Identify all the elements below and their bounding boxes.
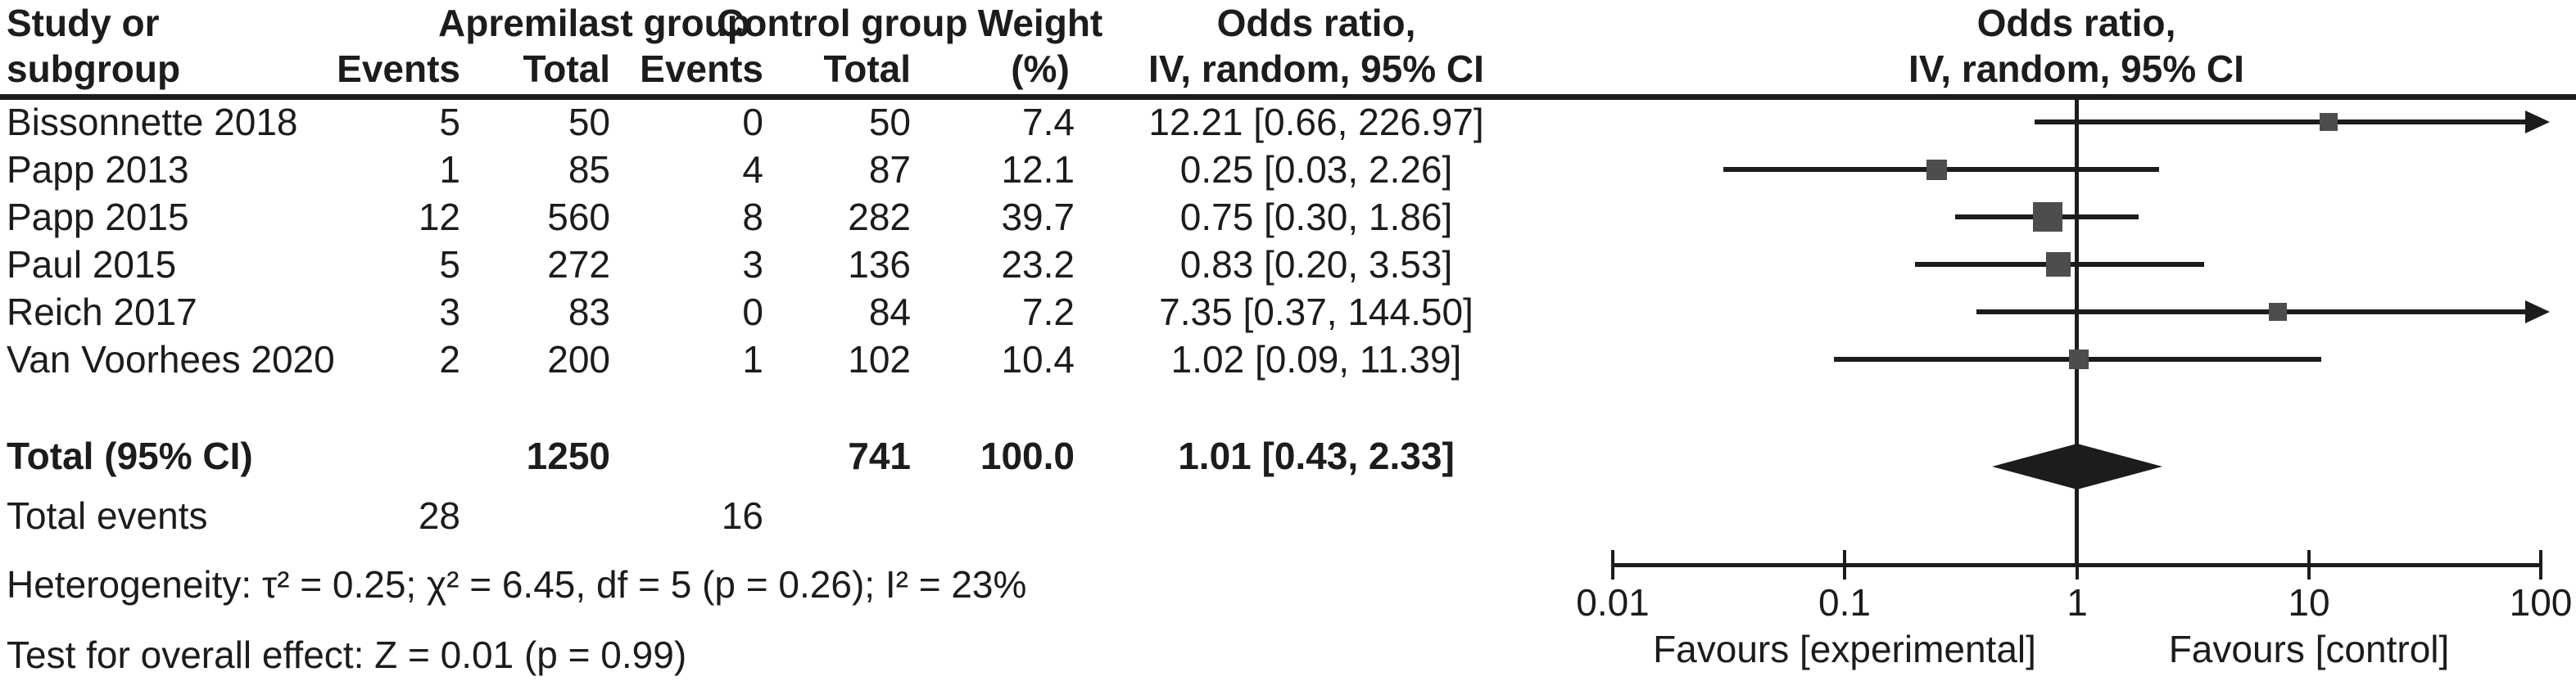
total-row-weight: 100.0 xyxy=(980,435,1075,477)
study-name: Reich 2017 xyxy=(7,291,197,333)
header-study-line1: Study or xyxy=(7,2,160,44)
apremilast-total-value: 85 xyxy=(568,148,610,191)
header-control-events: Events xyxy=(640,47,763,90)
control-total-value: 87 xyxy=(868,148,911,191)
effect-size-square-marker xyxy=(2069,350,2089,369)
study-name: Bissonnette 2018 xyxy=(7,101,298,143)
header-or-column-line1: Odds ratio, xyxy=(1216,2,1416,44)
overall-effect-stats: Test for overall effect: Z = 0.01 (p = 0… xyxy=(7,634,687,676)
header-control-group: Control group xyxy=(717,2,968,44)
weight-value: 39.7 xyxy=(1001,196,1075,238)
apremilast-total-value: 560 xyxy=(547,196,610,238)
weight-value: 23.2 xyxy=(1001,243,1075,286)
control-total-value: 102 xyxy=(848,338,911,381)
apremilast-total-value: 83 xyxy=(568,291,610,333)
total-row-or-ci: 1.01 [0.43, 2.33] xyxy=(1178,435,1455,477)
control-events-value: 3 xyxy=(742,243,763,286)
header-control-total: Total xyxy=(823,47,911,90)
header-study-line2: subgroup xyxy=(7,47,181,90)
or-ci-text: 1.02 [0.09, 11.39] xyxy=(1170,338,1462,381)
control-events-value: 8 xyxy=(742,196,763,238)
or-ci-text: 12.21 [0.66, 226.97] xyxy=(1148,101,1484,143)
x-axis-tick-label: 1 xyxy=(2067,581,2088,624)
x-axis-tick-label: 10 xyxy=(2288,581,2330,624)
x-axis-tick xyxy=(2539,550,2542,580)
x-axis-label-left: Favours [experimental] xyxy=(1653,628,2036,670)
header-apremilast-events: Events xyxy=(337,47,460,90)
effect-size-square-marker xyxy=(2320,113,2338,131)
apremilast-total-value: 200 xyxy=(547,338,610,381)
heterogeneity-stats: Heterogeneity: τ² = 0.25; χ² = 6.45, df … xyxy=(7,563,1027,606)
header-weight-line2: (%) xyxy=(1011,47,1070,90)
header-weight-line1: Weight xyxy=(977,2,1103,44)
control-events-value: 4 xyxy=(742,148,763,191)
apremilast-events-value: 1 xyxy=(439,148,460,191)
x-axis-label-right: Favours [control] xyxy=(2168,628,2450,670)
effect-size-square-marker xyxy=(2269,303,2287,321)
effect-size-square-marker xyxy=(2046,252,2071,277)
total-row-label: Total (95% CI) xyxy=(7,435,253,477)
weight-value: 12.1 xyxy=(1001,148,1075,191)
header-apremilast-group: Apremilast group xyxy=(438,2,750,44)
weight-value: 7.2 xyxy=(1022,291,1075,333)
summary-diamond xyxy=(1992,444,2162,489)
x-axis-tick xyxy=(2076,550,2079,580)
control-total-value: 136 xyxy=(848,243,911,286)
apremilast-events-value: 5 xyxy=(439,101,460,143)
x-axis-tick-label: 0.01 xyxy=(1576,581,1650,624)
total-row-control-total: 741 xyxy=(848,435,911,477)
study-name: Papp 2015 xyxy=(7,196,189,238)
total-events-apremilast: 28 xyxy=(418,494,460,537)
study-name: Papp 2013 xyxy=(7,148,189,191)
header-or-column-line2: IV, random, 95% CI xyxy=(1148,47,1484,90)
weight-value: 7.4 xyxy=(1022,101,1075,143)
apremilast-events-value: 2 xyxy=(439,338,460,381)
effect-size-square-marker xyxy=(1926,160,1947,180)
or-ci-text: 0.75 [0.30, 1.86] xyxy=(1179,196,1453,238)
apremilast-events-value: 5 xyxy=(439,243,460,286)
total-events-control: 16 xyxy=(721,494,763,537)
reference-line-or-1 xyxy=(2075,100,2079,565)
total-row-apremilast-total: 1250 xyxy=(526,435,610,477)
confidence-interval-line xyxy=(1976,309,2525,314)
apremilast-events-value: 3 xyxy=(439,291,460,333)
total-events-label: Total events xyxy=(7,494,208,537)
header-apremilast-total: Total xyxy=(523,47,610,90)
ci-clipped-arrow-icon xyxy=(2525,110,2550,133)
confidence-interval-line xyxy=(2035,120,2525,124)
header-separator-line xyxy=(0,94,2576,100)
control-events-value: 0 xyxy=(742,291,763,333)
control-total-value: 84 xyxy=(868,291,911,333)
control-total-value: 50 xyxy=(868,101,911,143)
x-axis-tick-label: 0.1 xyxy=(1818,581,1871,624)
x-axis-tick-label: 100 xyxy=(2509,581,2573,624)
control-total-value: 282 xyxy=(848,196,911,238)
header-plot-column-line1: Odds ratio, xyxy=(1976,2,2176,44)
study-name: Van Voorhees 2020 xyxy=(7,338,335,381)
weight-value: 10.4 xyxy=(1001,338,1075,381)
or-ci-text: 7.35 [0.37, 144.50] xyxy=(1159,291,1474,333)
study-name: Paul 2015 xyxy=(7,243,177,286)
x-axis-tick xyxy=(2307,550,2311,580)
apremilast-total-value: 272 xyxy=(547,243,610,286)
effect-size-square-marker xyxy=(2033,202,2062,232)
x-axis-tick xyxy=(1611,550,1614,580)
control-events-value: 1 xyxy=(742,338,763,381)
control-events-value: 0 xyxy=(742,101,763,143)
apremilast-total-value: 50 xyxy=(568,101,610,143)
apremilast-events-value: 12 xyxy=(418,196,460,238)
or-ci-text: 0.25 [0.03, 2.26] xyxy=(1179,148,1453,191)
x-axis-tick xyxy=(1843,550,1846,580)
header-plot-column-line2: IV, random, 95% CI xyxy=(1908,47,2244,90)
ci-clipped-arrow-icon xyxy=(2525,300,2550,323)
or-ci-text: 0.83 [0.20, 3.53] xyxy=(1179,243,1453,286)
